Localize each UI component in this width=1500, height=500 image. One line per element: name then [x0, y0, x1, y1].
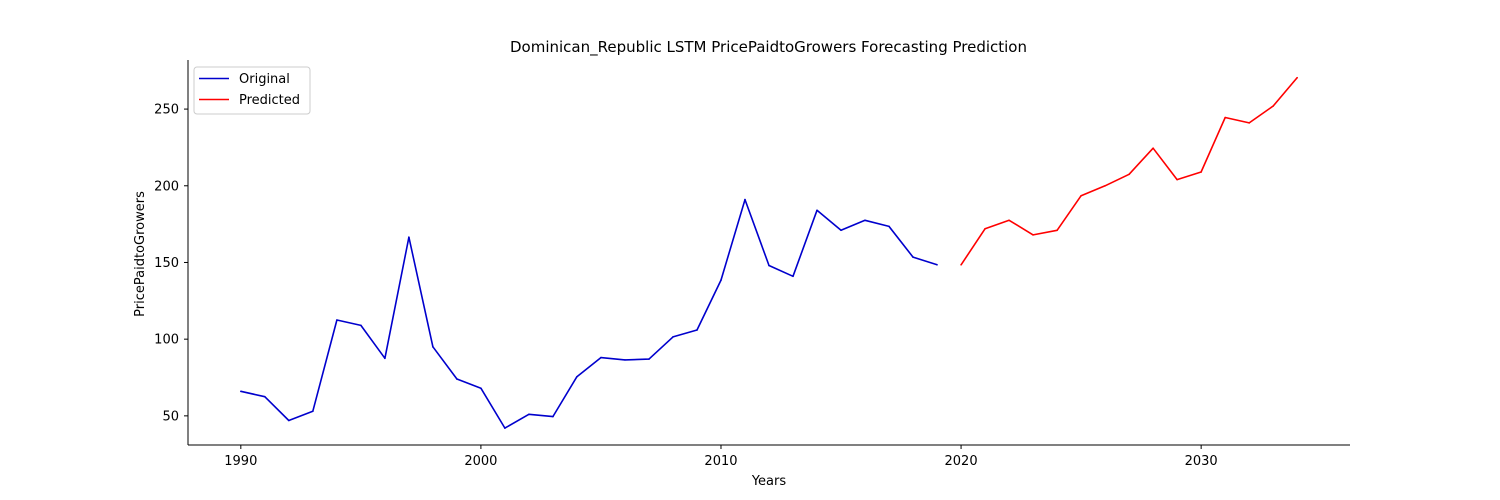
x-tick-label: 2010 — [704, 454, 737, 469]
data-point-predicted — [1176, 178, 1178, 181]
data-point-original — [696, 329, 698, 331]
data-point-original — [288, 419, 290, 422]
data-point-original — [720, 279, 722, 281]
y-tick-label: 100 — [154, 333, 179, 348]
data-point-original — [384, 357, 386, 360]
data-point-predicted — [1248, 122, 1250, 124]
data-point-predicted — [1080, 194, 1082, 197]
data-point-original — [624, 359, 626, 361]
y-ticks: 50 100 150 200 250 — [154, 103, 188, 424]
data-point-original — [312, 410, 314, 413]
data-point-original — [672, 336, 674, 338]
data-point-original — [240, 390, 242, 393]
y-tick-label: 250 — [154, 103, 179, 118]
legend-label-original: Original — [239, 72, 290, 87]
x-tick-label: 1990 — [224, 454, 257, 469]
data-point-original — [528, 413, 530, 416]
data-point-original — [912, 256, 914, 258]
data-point-predicted — [1032, 234, 1034, 236]
axes — [187, 60, 1350, 446]
data-point-original — [600, 356, 602, 359]
data-point-original — [816, 209, 818, 212]
data-point-predicted — [1104, 184, 1106, 187]
series-line-original — [240, 198, 938, 429]
x-tick-label: 2000 — [464, 454, 497, 469]
data-point-original — [504, 427, 506, 429]
x-axis-label: Years — [751, 474, 787, 489]
data-point-original — [888, 225, 890, 228]
data-point-original — [792, 275, 794, 278]
data-point-original — [552, 415, 554, 418]
data-point-original — [360, 324, 362, 327]
data-point-predicted — [1128, 173, 1130, 176]
data-point-predicted — [1056, 229, 1058, 232]
y-tick-label: 150 — [154, 256, 179, 271]
data-point-original — [936, 263, 938, 266]
data-point-original — [336, 319, 338, 321]
x-ticks: 1990 2000 2010 2020 2030 — [224, 445, 1218, 469]
data-point-original — [408, 236, 410, 238]
data-point-original — [744, 198, 746, 201]
y-axis-label: PricePaidtoGrowers — [133, 191, 148, 317]
legend: Original Predicted — [193, 66, 311, 115]
data-point-predicted — [984, 227, 986, 230]
x-tick-label: 2030 — [1185, 454, 1218, 469]
data-point-original — [840, 229, 842, 232]
series-line-predicted — [960, 77, 1298, 266]
data-point-predicted — [1224, 116, 1226, 119]
data-point-original — [480, 387, 482, 390]
y-tick-label: 200 — [154, 179, 179, 194]
data-point-predicted — [1272, 105, 1274, 107]
data-point-original — [456, 378, 458, 380]
data-point-original — [576, 375, 578, 378]
chart-title: Dominican_Republic LSTM PricePaidtoGrowe… — [510, 38, 1027, 57]
data-point-original — [864, 219, 866, 222]
data-point-original — [264, 395, 266, 398]
data-point-predicted — [960, 263, 962, 266]
y-tick-label: 50 — [162, 409, 179, 424]
legend-label-predicted: Predicted — [239, 93, 300, 108]
data-point-original — [648, 358, 650, 360]
data-point-original — [768, 264, 770, 267]
data-point-predicted — [1296, 76, 1298, 79]
data-point-predicted — [1152, 147, 1154, 149]
data-point-original — [432, 346, 434, 348]
data-point-predicted — [1200, 171, 1202, 173]
x-tick-label: 2020 — [945, 454, 978, 469]
data-point-predicted — [1008, 219, 1010, 222]
series-group — [240, 76, 1298, 429]
